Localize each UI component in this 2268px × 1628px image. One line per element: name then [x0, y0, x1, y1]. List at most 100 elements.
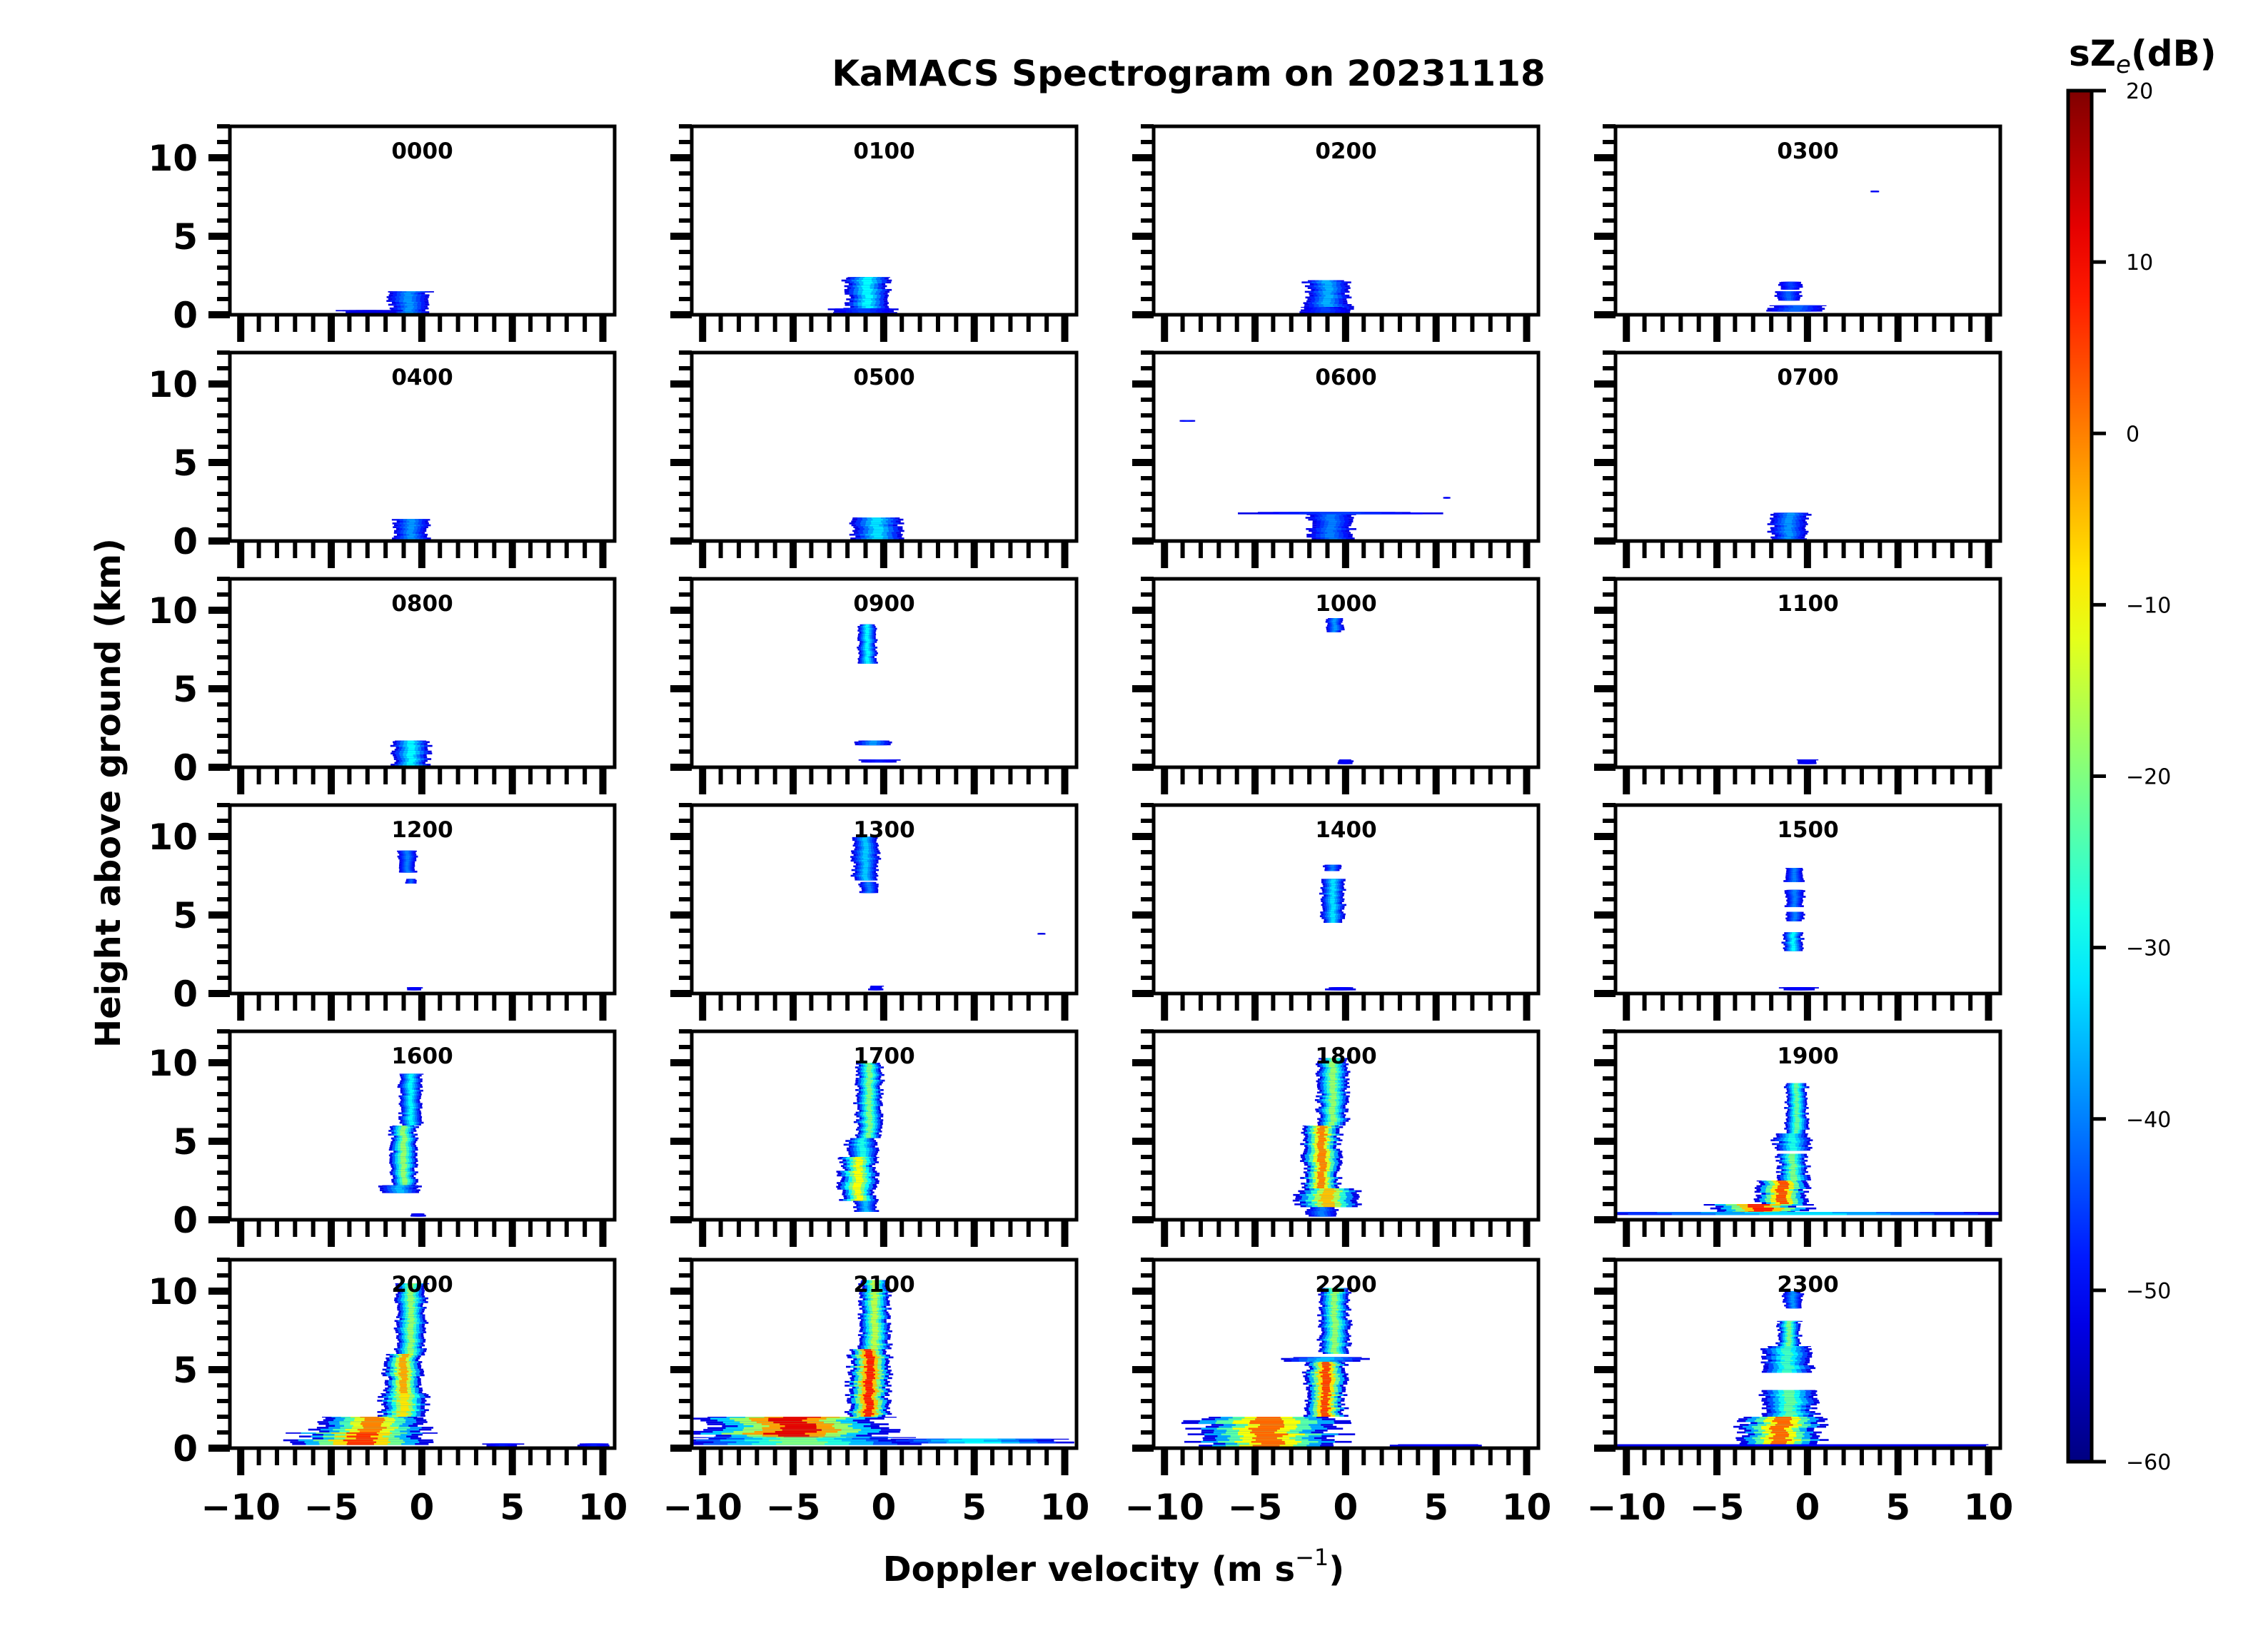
panel-2200: 2200 −10 −5 0 5 10: [1124, 1258, 1552, 1528]
echo-layer: [853, 1200, 880, 1212]
echo-layers: [378, 1073, 426, 1217]
echo-layer: [1322, 864, 1342, 871]
panel-label: 0500: [853, 365, 914, 390]
echo-layer: [397, 1073, 424, 1126]
echo-layer: [692, 1417, 901, 1440]
y-tick-label: 5: [173, 669, 198, 710]
echo-layer: [1778, 987, 1819, 991]
echo-layer: [1616, 1212, 2000, 1215]
echo-layer: [410, 1213, 426, 1217]
panel-label: 0100: [853, 138, 914, 164]
echo-layer: [1389, 1444, 1482, 1447]
x-tick-label: −5: [766, 1487, 821, 1528]
x-tick-label: 5: [500, 1487, 525, 1528]
panel-label: 0400: [391, 365, 453, 390]
echo-layer: [1181, 1417, 1356, 1447]
y-tick-label: 10: [148, 364, 198, 405]
echo-layer: [1300, 1126, 1344, 1188]
panel-0500: 0500: [670, 350, 1079, 568]
panel-1800: 1800: [1132, 1029, 1541, 1247]
echo-layers: [1616, 1083, 2000, 1215]
x-tick-label: −10: [1586, 1487, 1665, 1528]
panel-1600: 1600 0 5 10: [148, 1029, 617, 1247]
echo-layer: [482, 1443, 525, 1447]
echo-layers: [1325, 618, 1354, 764]
echo-layer: [1305, 1207, 1339, 1217]
colorbar-tick-label: 20: [2126, 79, 2153, 104]
echo-layer: [1616, 1444, 1989, 1447]
colorbar-title-subscript: e: [2116, 51, 2131, 79]
echo-layer: [843, 1138, 880, 1157]
y-tick-label: 5: [173, 1350, 198, 1391]
echo-layers: [391, 519, 431, 540]
panel-label: 1700: [853, 1043, 914, 1069]
x-tick-label: −5: [304, 1487, 359, 1528]
x-tick-label: 10: [1502, 1487, 1552, 1528]
echo-layers: [1292, 1058, 1362, 1217]
x-tick-label: 5: [962, 1487, 987, 1528]
panel-0100: 0100: [670, 124, 1079, 342]
echo-layer: [1774, 291, 1803, 301]
x-axis-label-superscript: −1: [1295, 1544, 1329, 1571]
panel-label: 2100: [853, 1272, 914, 1298]
echo-layer: [1770, 1133, 1813, 1151]
panel-label: 1300: [853, 817, 914, 843]
panel-label: 1900: [1777, 1043, 1838, 1069]
echo-layer: [381, 1354, 425, 1393]
colorbar: 20 10 0 −10 −20 −30 −40 −50 −60 sZe(dB): [2066, 33, 2217, 1475]
echo-layer: [1337, 759, 1354, 764]
echo-layer: [853, 1063, 885, 1138]
y-tick-label: 10: [148, 1271, 198, 1313]
y-tick-label: 10: [148, 590, 198, 632]
panel-1900: 1900: [1594, 1029, 2002, 1247]
y-tick-label: 5: [173, 895, 198, 936]
colorbar-tick-label: −40: [2126, 1108, 2171, 1133]
echo-layers: [854, 624, 901, 763]
echo-layers: [1616, 1291, 1989, 1447]
x-tick-label: 5: [1423, 1487, 1448, 1528]
echo-layer: [692, 1437, 922, 1445]
y-tick-label: 5: [173, 1121, 198, 1163]
panel-1500: 1500: [1594, 803, 2002, 1021]
echo-layers: [1767, 512, 1812, 540]
echo-layer: [878, 1438, 1074, 1444]
echo-layer: [391, 519, 431, 540]
echo-layer: [1785, 911, 1805, 921]
echo-layers: [1766, 191, 1880, 312]
x-tick-label: −10: [1124, 1487, 1204, 1528]
x-tick-label: 0: [1795, 1487, 1820, 1528]
colorbar-tick-label: 0: [2126, 422, 2140, 447]
echo-layers: [1319, 864, 1356, 991]
x-axis-label-close: ): [1329, 1549, 1344, 1589]
echo-layer: [1179, 420, 1196, 422]
panel-label: 0700: [1777, 365, 1838, 390]
y-axis-label: Height above ground (km): [89, 538, 128, 1048]
echo-layer: [1781, 932, 1805, 951]
echo-layer: [397, 850, 418, 873]
y-tick-label: 10: [148, 816, 198, 858]
echo-layer: [1766, 305, 1827, 312]
x-tick-label: −10: [662, 1487, 742, 1528]
y-tick-label: 10: [148, 1043, 198, 1084]
echo-layers: [1179, 420, 1451, 540]
colorbar-ticks: 20 10 0 −10 −20 −30 −40 −50 −60: [2092, 79, 2171, 1475]
echo-layer: [1305, 514, 1356, 540]
echo-layer: [1778, 281, 1803, 290]
x-tick-label: 10: [578, 1487, 628, 1528]
x-tick-label: 0: [871, 1487, 896, 1528]
y-tick-label: 0: [173, 1200, 198, 1241]
figure-title: KaMACS Spectrogram on 20231118: [832, 53, 1546, 94]
echo-layer: [390, 740, 433, 766]
colorbar-title-main: sZ: [2069, 33, 2116, 74]
x-tick-label: 0: [1333, 1487, 1358, 1528]
echo-layers: [1796, 759, 1819, 764]
echo-layer: [1301, 1362, 1349, 1417]
echo-layer: [1314, 1058, 1351, 1126]
echo-layer: [1781, 1291, 1805, 1309]
colorbar-tick-label: −30: [2126, 936, 2171, 961]
panel-2100: 2100 −10 −5 0 5 10: [662, 1258, 1089, 1528]
echo-layer: [858, 759, 901, 763]
echo-layer: [849, 517, 904, 540]
